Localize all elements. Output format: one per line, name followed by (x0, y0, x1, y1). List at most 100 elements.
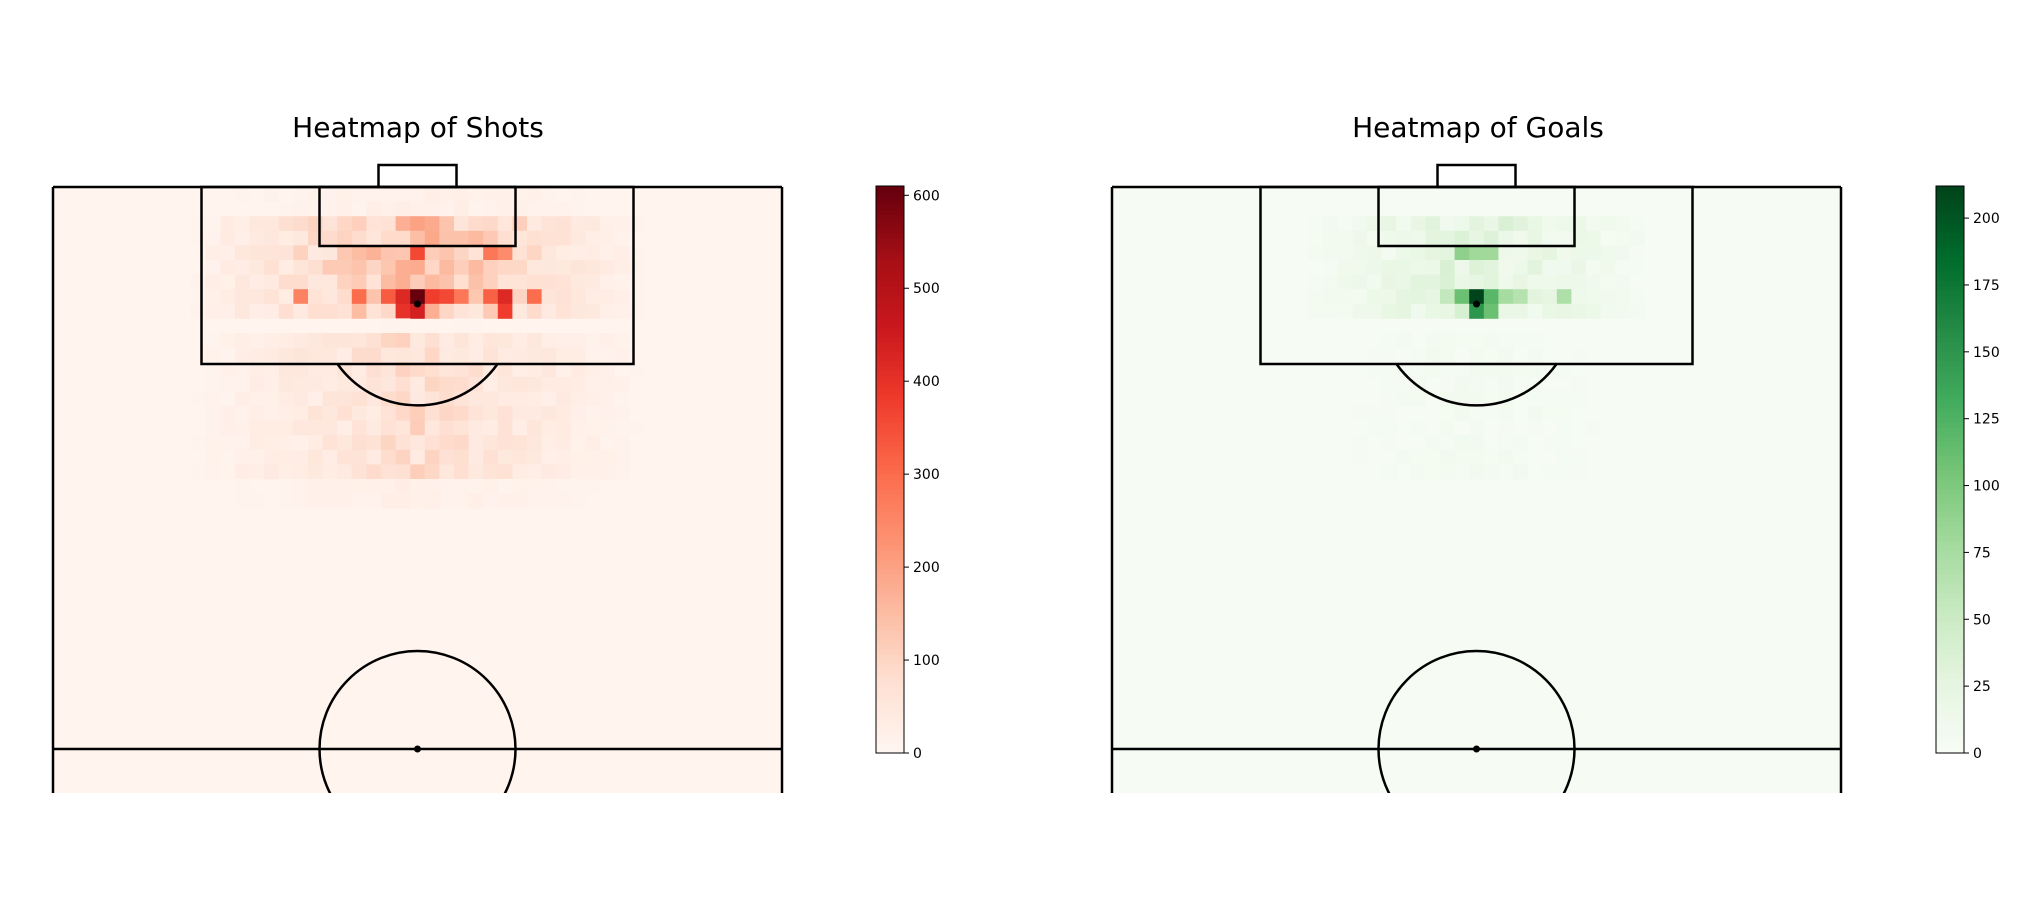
heatmap-cell (497, 201, 513, 217)
heatmap-cell (1352, 435, 1368, 451)
heatmap-cell (497, 362, 513, 378)
heatmap-cell (220, 406, 236, 421)
heatmap-cell (424, 303, 440, 319)
heatmap-cell (366, 216, 382, 232)
colorbar-tick-label: 25 (1973, 679, 1991, 695)
heatmap-cell (249, 230, 265, 246)
colorbar-segment (1936, 337, 1964, 343)
heatmap-cell (497, 289, 513, 305)
heatmap-cell (483, 289, 499, 305)
heatmap-cell (1513, 464, 1528, 480)
colorbar-segment (1936, 237, 1964, 244)
heatmap-cell (337, 303, 353, 319)
heatmap-cell (527, 187, 542, 202)
heatmap-cell (527, 362, 542, 378)
heatmap-cell (220, 274, 236, 290)
colorbar-segment (876, 389, 904, 395)
heatmap-cell (541, 347, 557, 363)
heatmap-cell (1513, 230, 1528, 246)
heatmap-cell (497, 376, 513, 392)
heatmap-cell (454, 449, 469, 465)
colorbar-segment (876, 512, 904, 518)
heatmap-cell (410, 449, 426, 465)
heatmap-cell (468, 303, 484, 319)
heatmap-cell (1556, 420, 1572, 436)
heatmap-cell (1337, 289, 1353, 305)
heatmap-cell (1454, 435, 1470, 451)
colorbar-segment (1936, 597, 1964, 603)
heatmap-cell (454, 406, 469, 421)
heatmap-cell (278, 333, 294, 348)
colorbar-segment (876, 337, 904, 343)
colorbar-segment (1936, 521, 1964, 527)
heatmap-cell (1396, 289, 1412, 305)
colorbar-tick-label: 175 (1973, 278, 2000, 294)
colorbar-segment (876, 568, 904, 575)
heatmap-cell (1440, 260, 1455, 275)
colorbar-segment (876, 686, 904, 693)
heatmap-cell (1440, 347, 1455, 363)
heatmap-cell (570, 216, 586, 232)
heatmap-cell (410, 289, 426, 305)
heatmap-cell (1425, 449, 1441, 465)
colorbar-segment (1936, 478, 1964, 485)
heatmap-cell (249, 493, 265, 509)
heatmap-cell (308, 289, 323, 305)
colorbar-segment (1936, 393, 1964, 400)
heatmap-cell (483, 245, 499, 261)
heatmap-cell (1454, 289, 1470, 305)
heatmap-cell (1498, 406, 1514, 421)
heatmap-cell (1483, 289, 1499, 305)
heatmap-cell (337, 333, 353, 348)
heatmap-cell (424, 216, 440, 232)
heatmap-cell (322, 420, 338, 436)
heatmap-cell (205, 274, 221, 290)
heatmap-cell (351, 230, 367, 246)
heatmap-cell (322, 376, 338, 392)
heatmap-cell (205, 216, 221, 232)
heatmap-cell (614, 406, 630, 421)
heatmap-cell (395, 201, 411, 217)
heatmap-cell (527, 347, 542, 363)
heatmap-cell (337, 376, 353, 392)
heatmap-cell (468, 245, 484, 261)
heatmap-cell (235, 216, 250, 232)
heatmap-cell (1600, 216, 1616, 232)
heatmap-cell (395, 493, 411, 509)
heatmap-cell (337, 216, 353, 232)
colorbar-segment (1936, 530, 1964, 537)
heatmap-cell (468, 420, 484, 436)
colorbar-segment (876, 530, 904, 537)
heatmap-cell (1337, 303, 1353, 319)
heatmap-cell (1381, 391, 1397, 407)
heatmap-cell (1600, 230, 1616, 246)
heatmap-cell (483, 479, 499, 494)
heatmap-cell (439, 362, 455, 378)
colorbar-segment (1936, 672, 1964, 678)
heatmap-cells (1112, 187, 1841, 793)
heatmap-cell (1586, 230, 1601, 246)
heatmap-cell (1469, 274, 1485, 290)
heatmap-cell (439, 187, 455, 202)
heatmap-cell (439, 493, 455, 509)
colorbar-segment (1936, 271, 1964, 277)
heatmap-cell (468, 333, 484, 348)
heatmap-cell (293, 376, 309, 392)
heatmap-cell (1454, 260, 1470, 275)
heatmap-cell (497, 449, 513, 465)
colorbar-segment (1936, 346, 1964, 352)
colorbar-segment (1936, 507, 1964, 513)
heatmap-cell (512, 362, 528, 378)
colorbar-segment (876, 696, 904, 702)
heatmap-cell (439, 406, 455, 421)
heatmap-cell (570, 274, 586, 290)
colorbar-segment (1936, 375, 1964, 381)
heatmap-cell (556, 493, 572, 509)
colorbar-segment (876, 658, 904, 664)
heatmap-cell (1454, 245, 1470, 261)
heatmap-cell (322, 303, 338, 319)
heatmap-cell (351, 479, 367, 494)
heatmap-cell (1469, 230, 1485, 246)
heatmap-cell (1556, 391, 1572, 407)
colorbar-segment (1936, 630, 1964, 636)
